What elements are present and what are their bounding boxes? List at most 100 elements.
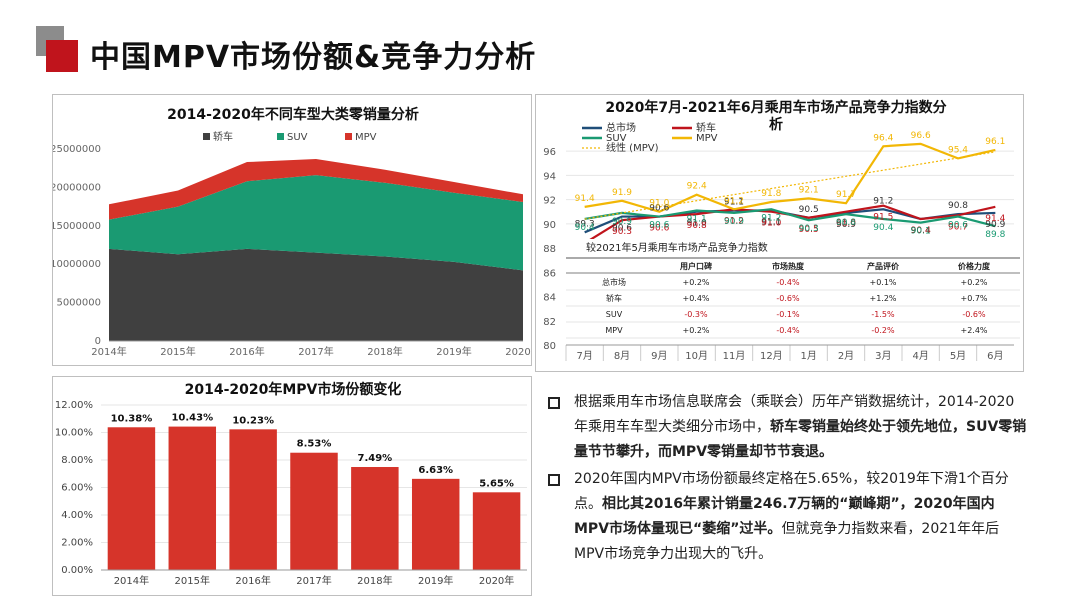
x-tick-label: 2015年 — [160, 345, 195, 358]
data-label: 89.3 — [575, 219, 595, 229]
x-tick-label: 2017年 — [296, 574, 331, 587]
y-tick-label: 12.00% — [55, 400, 93, 411]
data-label: 96.4 — [873, 133, 893, 143]
legend-label-1: SUV — [287, 132, 308, 143]
table-cell: SUV — [606, 310, 623, 319]
data-label: 90.7 — [948, 222, 968, 232]
x-tick-label: 2018年 — [367, 345, 402, 358]
legend-label-2: MPV — [355, 132, 377, 143]
y-tick-label: 25000000 — [53, 144, 101, 155]
table-cell: -0.6% — [776, 294, 800, 303]
x-tick-label: 1月 — [800, 350, 816, 362]
table-cell: MPV — [605, 326, 623, 335]
table-cell: 轿车 — [606, 293, 622, 303]
bullet-2-seg-2: 相比其2016年累计销量246.7万辆的“巅峰期”，2020年国内MPV市场体量… — [574, 496, 995, 537]
table-cell: +0.1% — [869, 278, 896, 287]
table-cell: -1.5% — [871, 310, 895, 319]
y-tick-label: 90 — [543, 220, 556, 231]
table-cell: -0.1% — [776, 310, 800, 319]
y-tick-label: 2.00% — [61, 538, 93, 549]
table-cell: -0.3% — [684, 310, 708, 319]
table-cell: -0.4% — [776, 278, 800, 287]
table-cell: +2.4% — [960, 326, 987, 335]
data-label: 92.4 — [687, 182, 707, 192]
series-line-MPV — [584, 142, 996, 213]
data-label: 91.8 — [761, 189, 781, 199]
data-label: 90.4 — [575, 223, 595, 233]
analysis-bullets: 根据乘用车市场信息联席会（乘联会）历年产销数据统计，2014-2020年乘用车车… — [548, 390, 1028, 569]
inset-table-caption: 较2021年5月乘用车市场产品竞争力指数 — [586, 241, 768, 254]
data-label: 96.6 — [911, 131, 931, 141]
data-label: 91.5 — [873, 213, 893, 223]
data-label: 91.7 — [836, 190, 856, 200]
x-tick-label: 2018年 — [357, 574, 392, 587]
data-label: 90.6 — [649, 204, 669, 214]
table-cell: -0.6% — [962, 310, 986, 319]
data-label: 90.6 — [649, 221, 669, 231]
y-tick-label: 92 — [543, 196, 556, 207]
data-label: 90.8 — [836, 218, 856, 228]
legend-label-3: MPV — [696, 133, 718, 144]
data-label: 90.3 — [799, 224, 819, 234]
table-cell: 总市场 — [602, 277, 626, 287]
data-label: 90.5 — [799, 225, 819, 235]
data-label: 91.2 — [724, 196, 744, 206]
x-tick-label: 2014年 — [91, 345, 126, 358]
data-label: 90.6 — [948, 221, 968, 231]
data-label: 91.0 — [836, 219, 856, 229]
x-tick-label: 7月 — [576, 350, 592, 362]
data-label: 90.4 — [911, 226, 931, 236]
x-tick-label: 2016年 — [235, 574, 270, 587]
legend-swatch-1 — [277, 133, 284, 140]
data-label: 91.9 — [612, 188, 632, 198]
data-label: 90.8 — [948, 201, 968, 211]
series-line-轿车 — [584, 204, 996, 245]
bullet-1-seg-2: 轿车零销量始终处于领先地位，SUV零销量节节攀升，而MPV零销量却节节衰退。 — [574, 419, 1027, 460]
y-tick-label: 0.00% — [61, 565, 93, 576]
area-chart-panel: 2014-2020年不同车型大类零销量分析 轿车 SUV MPV 0 5000000 100… — [52, 94, 532, 366]
y-tick-label: 88 — [543, 244, 556, 255]
bar-2015年 — [168, 426, 217, 570]
data-label: 90.4 — [911, 226, 931, 236]
bar-value-label: 10.43% — [171, 413, 213, 424]
bullet-2: 2020年国内MPV市场份额最终定格在5.65%，较2019年下滑1个百分点。相… — [548, 467, 1028, 567]
data-label: 91.2 — [761, 213, 781, 223]
x-tick-label: 2020年 — [479, 574, 514, 587]
bar-value-label: 10.23% — [232, 415, 274, 426]
data-label: 90.3 — [612, 227, 632, 237]
legend-trendline-label: 线性 (MPV) — [606, 141, 659, 154]
data-label: 91.4 — [985, 214, 1005, 224]
legend-label-2: SUV — [606, 133, 627, 144]
data-label: 91.4 — [575, 194, 595, 204]
data-label: 91.1 — [687, 214, 707, 224]
bar-chart-panel: 2014-2020年MPV市场份额变化 0.00% 2.00% 4.00% 6.00% 8… — [52, 376, 532, 596]
y-tick-label: 6.00% — [61, 483, 93, 494]
y-tick-label: 5000000 — [56, 298, 101, 309]
x-tick-label: 2017年 — [298, 345, 333, 358]
data-label: 90.1 — [911, 227, 931, 237]
x-tick-label: 12月 — [760, 350, 783, 362]
bullet-1-seg-1: 根据乘用车市场信息联席会（乘联会）历年产销数据统计，2014-2020年乘用车车… — [574, 394, 1015, 435]
x-tick-label: 6月 — [987, 350, 1003, 362]
bar-2019年 — [411, 478, 460, 570]
table-header: 产品评价 — [867, 261, 900, 271]
data-label: 90.9 — [724, 217, 744, 227]
y-tick-label: 94 — [543, 171, 556, 182]
x-tick-label: 8月 — [614, 350, 630, 362]
bar-value-label: 6.63% — [418, 465, 453, 476]
chart-title-line-2: 析 — [769, 116, 783, 133]
x-tick-label: 10月 — [685, 350, 708, 362]
bar-value-label: 7.49% — [358, 453, 393, 464]
trendline-mpv — [584, 151, 996, 220]
y-tick-label: 86 — [543, 268, 556, 279]
y-tick-label: 15000000 — [53, 221, 101, 232]
x-tick-label: 3月 — [875, 350, 891, 362]
data-label: 91.2 — [724, 216, 744, 226]
chart-title: 2014-2020年MPV市场份额变化 — [185, 381, 402, 398]
y-tick-label: 82 — [543, 317, 556, 328]
bar-2020年 — [472, 492, 521, 570]
bar-2014年 — [107, 427, 156, 570]
line-chart-panel: 2020年7月-2021年6月乘用车市场产品竞争力指数分析 80 82 84 86 88 9… — [535, 94, 1024, 372]
y-tick-label: 10000000 — [53, 259, 101, 270]
